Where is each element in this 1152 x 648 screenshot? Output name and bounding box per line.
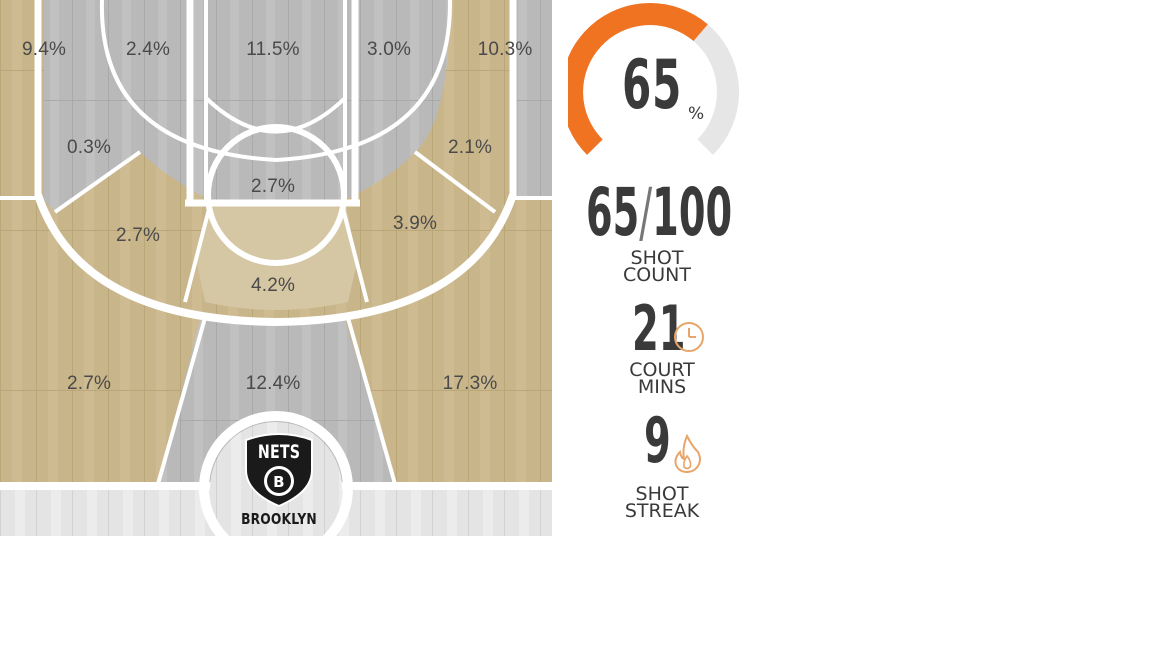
zone-pct-free-throw-circle: 2.7% <box>250 176 296 197</box>
court-mins-label-line2: MINS <box>637 376 687 398</box>
team-logo <box>245 433 313 508</box>
clock-icon <box>674 322 704 352</box>
zone-pct-left-three: 2.7% <box>66 373 112 394</box>
court-graphic <box>0 0 552 536</box>
shot-count-label: SHOT COUNT <box>552 247 762 286</box>
zone-pct-center-three: 12.4% <box>245 373 301 394</box>
court-mins-label-line1: COURT <box>629 359 695 381</box>
logo-letter: B <box>273 473 285 491</box>
shot-streak-label-line2: STREAK <box>624 500 700 522</box>
shot-chart-court: NETS B BROOKLYN 9.4% 2.4% 11.5% 3.0% 10.… <box>0 0 552 536</box>
shot-count-label-line2: COUNT <box>623 264 691 286</box>
zone-pct-top-paint: 11.5% <box>246 39 300 60</box>
zone-pct-right-baseline-mid: 2.1% <box>447 137 493 158</box>
shot-streak-label: SHOT STREAK <box>557 483 767 522</box>
zone-pct-left-elbow: 2.7% <box>115 225 161 246</box>
logo-team-name: NETS <box>257 441 301 463</box>
zone-pct-left-wing-mid: 2.4% <box>125 39 171 60</box>
shot-count-ratio: 65/100 <box>586 174 732 251</box>
zone-pct-top-key: 4.2% <box>250 275 296 296</box>
accuracy-gauge <box>568 3 739 155</box>
accuracy-value: 65 <box>622 46 682 125</box>
logo-city: BROOKLYN <box>241 510 317 528</box>
zone-pct-left-corner-deep: 9.4% <box>21 39 67 60</box>
shot-count-label-line1: SHOT <box>630 247 684 269</box>
shots-made: 65 <box>586 174 640 251</box>
zone-pct-left-baseline-mid: 0.3% <box>66 137 112 158</box>
court-mins-label: COURT MINS <box>557 359 767 398</box>
zone-pct-right-wing-mid: 3.0% <box>366 39 412 60</box>
court-mins-value: 21 <box>632 292 686 365</box>
gauge-fill <box>568 3 708 155</box>
zone-pct-right-three: 17.3% <box>442 373 498 394</box>
shots-attempted: 100 <box>652 174 733 251</box>
shot-ratio-separator: / <box>639 174 653 251</box>
stats-panel: 65 % 65/100 SHOT COUNT 21 COURT MINS 9 S… <box>560 0 770 536</box>
zone-pct-right-corner-deep: 10.3% <box>477 39 533 60</box>
flame-icon <box>674 434 701 474</box>
accuracy-unit: % <box>688 104 705 124</box>
shot-streak-label-line1: SHOT <box>635 483 689 505</box>
zone-pct-right-elbow: 3.9% <box>392 213 438 234</box>
shot-streak-value: 9 <box>644 404 671 477</box>
